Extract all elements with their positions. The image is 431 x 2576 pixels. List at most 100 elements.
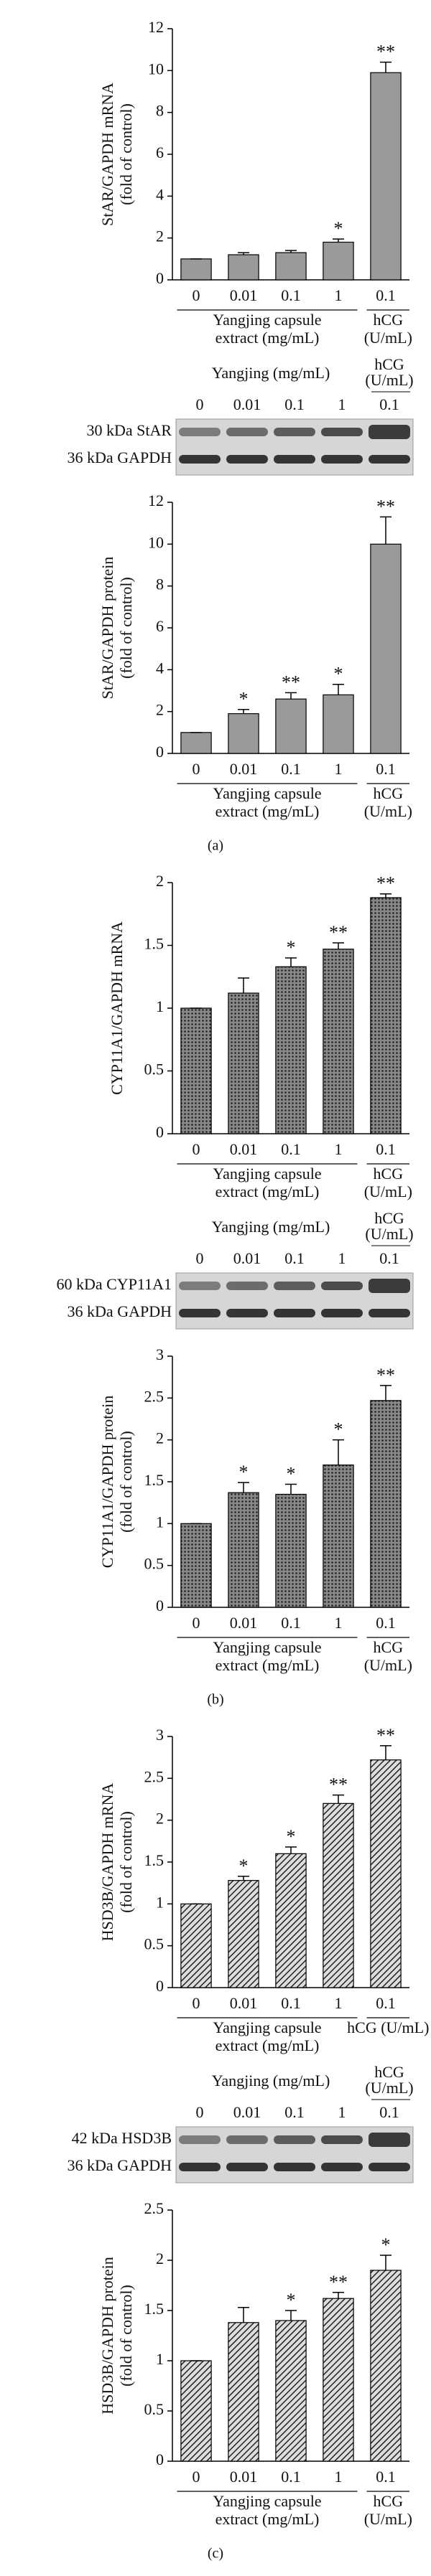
- group-label: extract (mg/mL): [216, 2510, 320, 2528]
- significance: *: [287, 1826, 296, 1847]
- significance: *: [287, 937, 296, 958]
- group-label: hCG (U/mL): [347, 2018, 429, 2036]
- y-tick-label: 1: [156, 1513, 164, 1531]
- bar: [228, 1492, 259, 1608]
- x-tick-label: 0: [193, 2468, 200, 2486]
- bar: [275, 966, 307, 1134]
- significance: *: [334, 218, 343, 239]
- significance: *: [334, 664, 343, 685]
- bar: [323, 241, 354, 281]
- bar: [323, 694, 354, 754]
- x-tick-label: 0.1: [281, 286, 301, 304]
- x-tick-label: 0.1: [281, 1140, 301, 1158]
- significance: **: [376, 42, 395, 62]
- error-bar: [285, 692, 297, 700]
- bar: [370, 1759, 402, 1988]
- blot-hcg: hCG: [374, 2063, 404, 2081]
- blot-band: [179, 2135, 221, 2144]
- group-label: (U/mL): [364, 802, 412, 820]
- x-tick-label: 0.1: [376, 1614, 396, 1632]
- blot-row-label: 36 kDa GAPDH: [68, 448, 172, 466]
- x-tick-label: 0.01: [230, 1994, 258, 2012]
- blot-header: Yangjing (mg/mL): [212, 1218, 330, 1236]
- x-tick-label: 0.1: [281, 760, 301, 778]
- bar: [228, 992, 259, 1134]
- blot-row-label: 36 kDa GAPDH: [68, 1302, 172, 1320]
- blot-band: [226, 1282, 268, 1290]
- error-bar: [380, 1385, 391, 1401]
- blot-lane: 0.01: [233, 395, 261, 413]
- blot-band: [369, 2163, 410, 2171]
- y-tick-label: 2.5: [144, 1387, 164, 1405]
- group-label: extract (mg/mL): [216, 329, 320, 347]
- blot-band: [179, 428, 221, 436]
- significance: **: [329, 2272, 348, 2293]
- y-tick-label: 1.5: [144, 1851, 164, 1869]
- blot-lane: 0.1: [379, 2103, 399, 2121]
- blot-band: [226, 455, 268, 464]
- x-tick-label: 1: [335, 286, 343, 304]
- bar: [370, 2270, 402, 2462]
- significance: *: [239, 1856, 249, 1876]
- bar: [180, 732, 212, 754]
- error-bar: [380, 61, 391, 73]
- y-axis-label: (fold of control): [117, 2285, 135, 2387]
- y-tick-label: 6: [156, 144, 164, 161]
- blot-row-label: 36 kDa GAPDH: [68, 2156, 172, 2174]
- y-tick-label: 1: [156, 1893, 164, 1911]
- bar: [180, 1523, 212, 1608]
- group-label: hCG: [374, 1638, 404, 1656]
- error-bar: [285, 1483, 297, 1495]
- error-bar: [380, 516, 391, 545]
- blot-band: [321, 2163, 363, 2171]
- x-tick-label: 1: [335, 1140, 343, 1158]
- y-tick-label: 6: [156, 617, 164, 635]
- x-tick-label: 0.1: [376, 286, 396, 304]
- y-tick-label: 0.5: [144, 2400, 164, 2418]
- blot-band: [226, 2135, 268, 2144]
- significance: **: [376, 873, 395, 894]
- error-bar: [285, 1846, 297, 1854]
- x-tick-label: 0: [193, 1140, 200, 1158]
- panel-label: (a): [208, 838, 223, 854]
- y-axis-label: (fold of control): [117, 1811, 135, 1913]
- y-axis-label: HSD3B/GAPDH mRNA: [98, 1783, 116, 1942]
- blot-lane: 1: [338, 1249, 346, 1267]
- error-bar: [238, 709, 249, 714]
- blot-band: [179, 455, 221, 464]
- blot-header: Yangjing (mg/mL): [212, 2072, 330, 2090]
- significance: **: [329, 922, 348, 943]
- error-bar: [380, 893, 391, 898]
- group-label: (U/mL): [364, 1183, 412, 1200]
- blot-row-label: 30 kDa StAR: [86, 421, 172, 439]
- bar: [323, 949, 354, 1134]
- error-bar: [238, 1876, 249, 1881]
- y-tick-label: 0.5: [144, 1555, 164, 1573]
- x-tick-label: 0: [193, 1994, 200, 2012]
- x-tick-label: 1: [335, 1994, 343, 2012]
- significance: *: [287, 1463, 296, 1484]
- blot-lane: 0: [196, 2103, 204, 2121]
- blot-lane: 1: [338, 2103, 346, 2121]
- y-tick-label: 3: [156, 1345, 164, 1363]
- y-tick-label: 0: [156, 1977, 164, 1995]
- x-tick-label: 0.01: [230, 2468, 258, 2486]
- x-tick-label: 0.1: [281, 2468, 301, 2486]
- significance: **: [282, 672, 300, 692]
- group-label: (U/mL): [364, 329, 412, 347]
- blot-row-label: 60 kDa CYP11A1: [56, 1275, 172, 1293]
- significance: **: [376, 496, 395, 517]
- group-label: Yangjing capsule: [213, 2018, 321, 2036]
- x-tick-label: 0.1: [376, 2468, 396, 2486]
- y-axis-label: (fold of control): [117, 577, 135, 679]
- panel-label: (b): [207, 1692, 223, 1708]
- error-bar: [333, 684, 344, 695]
- bar: [370, 1400, 402, 1608]
- x-tick-label: 1: [335, 2468, 343, 2486]
- y-tick-label: 0: [156, 743, 164, 761]
- blot-lane: 1: [338, 395, 346, 413]
- error-bar: [238, 1482, 249, 1493]
- group-label: extract (mg/mL): [216, 802, 320, 820]
- bar: [228, 254, 259, 281]
- group-label: hCG: [374, 2492, 404, 2510]
